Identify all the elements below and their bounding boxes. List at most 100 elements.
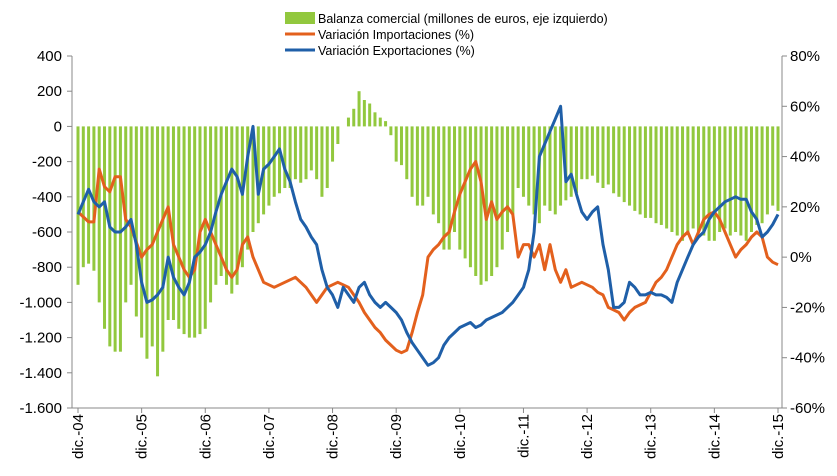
bar [532, 126, 536, 215]
y-tick-label: -800 [32, 259, 62, 276]
bar [559, 126, 563, 206]
bar [681, 126, 685, 241]
bar [209, 126, 213, 303]
bar [574, 126, 578, 194]
x-tick-label: dic.-14 [706, 414, 723, 459]
bar [707, 126, 711, 241]
bar [421, 126, 425, 206]
y-tick-label: -1.200 [19, 330, 62, 347]
legend-swatch [285, 12, 315, 24]
bar [553, 126, 557, 215]
bar [686, 126, 690, 232]
bar [230, 126, 234, 294]
bar [718, 126, 722, 232]
bar [203, 126, 207, 329]
bar [548, 126, 552, 211]
y-tick-label: 400 [37, 48, 62, 65]
y-tick-label: -400 [32, 189, 62, 206]
y2-tick-label: 80% [790, 48, 820, 65]
x-tick-label: dic.-13 [643, 414, 660, 459]
bar [384, 121, 388, 127]
bar [649, 126, 653, 218]
x-tick-label: dic.-04 [70, 414, 87, 459]
bar [389, 126, 393, 136]
bar [659, 126, 663, 225]
bar [479, 126, 483, 285]
bar [235, 126, 239, 285]
bar [453, 126, 457, 232]
bar [702, 126, 706, 236]
bar [224, 126, 228, 285]
bar [516, 126, 520, 188]
bar [590, 126, 594, 176]
bar [654, 126, 658, 224]
bar [394, 126, 398, 162]
bar [378, 117, 382, 127]
bar [755, 126, 759, 225]
bar [304, 126, 308, 180]
bar [771, 126, 775, 206]
bar [744, 126, 748, 241]
bar [442, 126, 446, 250]
bar [617, 126, 621, 197]
bar [240, 126, 244, 268]
bar [628, 126, 632, 206]
bar [177, 126, 181, 329]
bar [585, 126, 589, 180]
bar [543, 126, 547, 206]
bar [357, 91, 361, 127]
x-tick-label: dic.-08 [325, 414, 342, 459]
bar [219, 126, 223, 277]
bar [437, 126, 441, 224]
y2-tick-label: 40% [790, 149, 820, 166]
bar [643, 126, 647, 218]
bar [325, 126, 329, 188]
bar [612, 126, 616, 194]
y-tick-label: 200 [37, 83, 62, 100]
bar [320, 126, 324, 197]
bar [405, 126, 409, 180]
bar [484, 126, 488, 282]
bar [580, 126, 584, 180]
bar [691, 126, 695, 229]
bar [495, 126, 499, 268]
bar [506, 126, 510, 232]
bar [723, 126, 727, 229]
bar [633, 126, 637, 211]
y-tick-label: -600 [32, 224, 62, 241]
bar [765, 126, 769, 215]
bar [399, 126, 403, 166]
bar [670, 126, 674, 232]
y2-tick-label: -60% [790, 400, 825, 417]
bar [569, 126, 573, 197]
bar [315, 126, 319, 180]
bar [278, 126, 282, 194]
bar [156, 126, 160, 377]
bar [675, 126, 679, 236]
bar [171, 126, 175, 321]
bar [113, 126, 117, 352]
bar [734, 126, 738, 232]
bar [527, 126, 531, 206]
bar [214, 126, 218, 285]
bar [601, 126, 605, 188]
bar [150, 126, 154, 347]
y2-tick-label: -40% [790, 350, 825, 367]
bar [346, 117, 350, 127]
bar [776, 126, 780, 211]
bar [463, 126, 467, 259]
bar [373, 112, 377, 127]
bar [193, 126, 197, 338]
bar [331, 126, 335, 162]
bar [336, 126, 340, 144]
bar [511, 126, 515, 215]
bar [431, 126, 435, 215]
bar [97, 126, 101, 303]
y2-tick-label: 60% [790, 98, 820, 115]
x-tick-label: dic.-07 [261, 414, 278, 459]
y2-tick-label: -20% [790, 299, 825, 316]
bar [166, 126, 170, 321]
bar [272, 126, 276, 197]
x-tick-label: dic.-06 [197, 414, 214, 459]
bar [362, 100, 366, 127]
